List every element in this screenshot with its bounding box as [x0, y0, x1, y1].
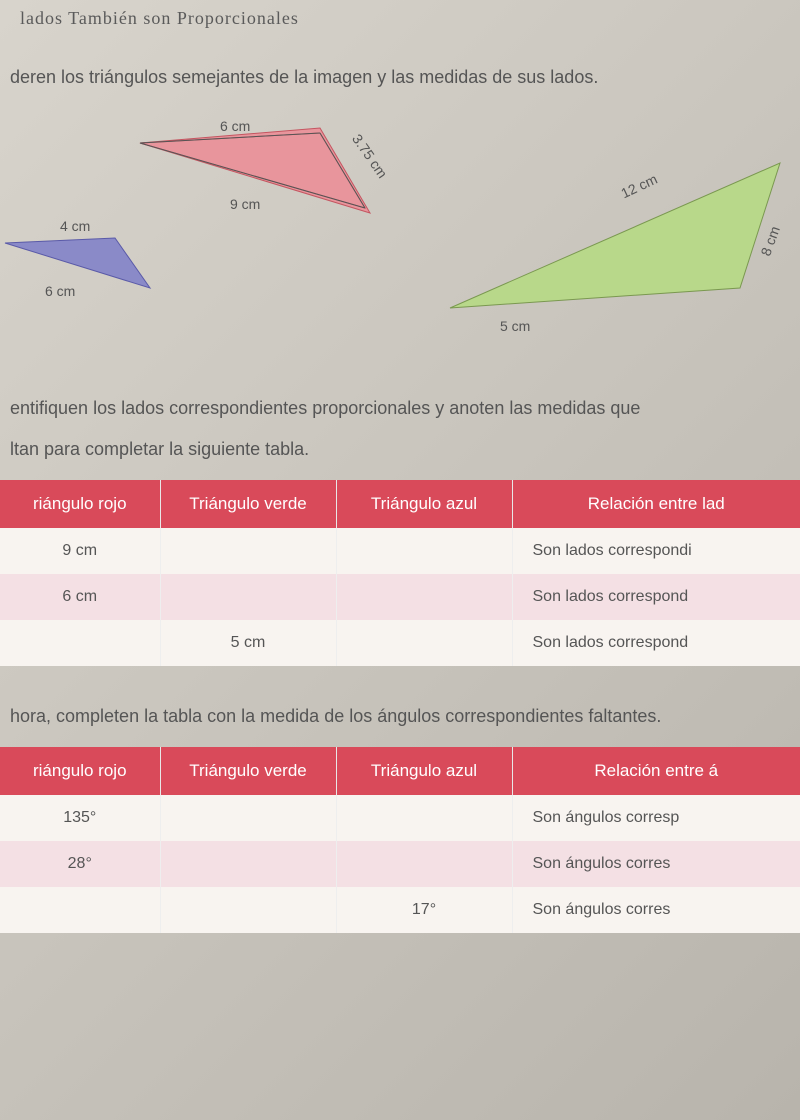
triangles-diagram: 6 cm 3.75 cm 9 cm 4 cm 6 cm 12 cm 8 cm 5…	[0, 118, 800, 358]
blue-top-label: 4 cm	[60, 218, 90, 234]
cell	[160, 795, 336, 841]
table-row: 17° Son ángulos corres	[0, 887, 800, 933]
cell	[160, 574, 336, 620]
sides-table: riángulo rojo Triángulo verde Triángulo …	[0, 480, 800, 666]
cell: 5 cm	[160, 620, 336, 666]
th-azul: Triángulo azul	[336, 747, 512, 795]
table-row: 6 cm Son lados correspond	[0, 574, 800, 620]
cell	[160, 887, 336, 933]
cell	[0, 620, 160, 666]
cell: Son lados correspond	[512, 574, 800, 620]
cell: Son ángulos corres	[512, 887, 800, 933]
cell	[336, 528, 512, 574]
cell	[0, 887, 160, 933]
cell	[160, 841, 336, 887]
section1-line2: ltan para completar la siguiente tabla.	[0, 439, 800, 480]
page-content: deren los triángulos semejantes de la im…	[0, 37, 800, 933]
th-verde: Triángulo verde	[160, 747, 336, 795]
cell: Son lados correspondi	[512, 528, 800, 574]
table-row: 5 cm Son lados correspond	[0, 620, 800, 666]
cell	[336, 795, 512, 841]
th-verde: Triángulo verde	[160, 480, 336, 528]
cell: Son ángulos corres	[512, 841, 800, 887]
cell: 28°	[0, 841, 160, 887]
cell	[336, 620, 512, 666]
red-triangle	[110, 118, 390, 238]
table-row: 135° Son ángulos corresp	[0, 795, 800, 841]
cell: 6 cm	[0, 574, 160, 620]
red-bottom-label: 9 cm	[230, 196, 260, 212]
green-bottom-label: 5 cm	[500, 318, 530, 334]
cell	[336, 841, 512, 887]
section2-text: hora, completen la tabla con la medida d…	[0, 696, 800, 747]
th-relacion: Relación entre lad	[512, 480, 800, 528]
cell: Son lados correspond	[512, 620, 800, 666]
cell: 9 cm	[0, 528, 160, 574]
cell	[336, 574, 512, 620]
section1-line1: entifiquen los lados correspondientes pr…	[0, 388, 800, 439]
red-top-label: 6 cm	[220, 118, 250, 134]
green-triangle	[430, 158, 800, 338]
table-row: 28° Son ángulos corres	[0, 841, 800, 887]
table-row: 9 cm Son lados correspondi	[0, 528, 800, 574]
th-rojo: riángulo rojo	[0, 747, 160, 795]
blue-triangle	[0, 228, 180, 318]
cell	[160, 528, 336, 574]
cell: 135°	[0, 795, 160, 841]
angles-table: riángulo rojo Triángulo verde Triángulo …	[0, 747, 800, 933]
handwriting-note: lados También son Proporcionales	[0, 0, 800, 37]
cell: 17°	[336, 887, 512, 933]
intro-text: deren los triángulos semejantes de la im…	[0, 57, 800, 108]
cell: Son ángulos corresp	[512, 795, 800, 841]
th-relacion: Relación entre á	[512, 747, 800, 795]
blue-bottom-label: 6 cm	[45, 283, 75, 299]
th-rojo: riángulo rojo	[0, 480, 160, 528]
th-azul: Triángulo azul	[336, 480, 512, 528]
